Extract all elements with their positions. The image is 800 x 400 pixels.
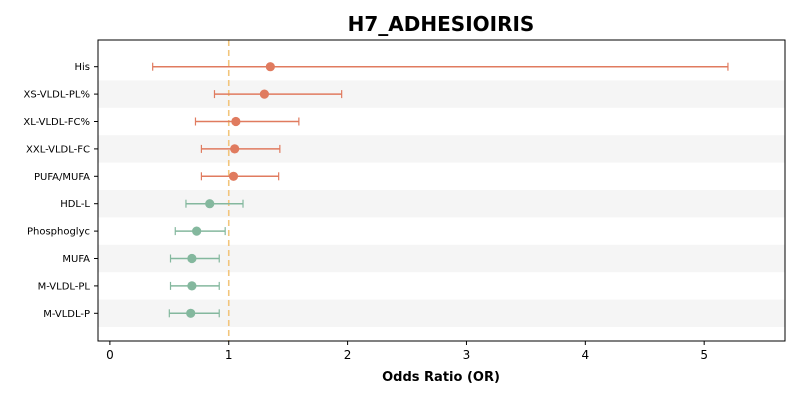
y-tick-label: XL-VLDL-FC%	[23, 117, 90, 128]
or-point	[186, 308, 196, 318]
x-tick-label: 1	[225, 348, 233, 362]
y-tick-label: MUFA	[62, 254, 90, 265]
ci-row	[174, 226, 226, 236]
x-axis: 0 1 2 3 4 5	[106, 341, 708, 362]
y-axis: His XS-VLDL-PL% XL-VLDL-FC% XXL-VLDL-FC PUFA…	[23, 62, 98, 320]
x-tick-label: 3	[463, 348, 471, 362]
y-tick-label: Phosphoglyc	[27, 227, 90, 238]
data-marks	[152, 62, 729, 318]
x-tick-label: 0	[106, 348, 114, 362]
chart-title: H7_ADHESIOIRIS	[348, 12, 535, 36]
ci-row	[200, 144, 281, 154]
plot-frame	[97, 39, 786, 342]
ci-row	[152, 62, 729, 72]
y-tick-label: M-VLDL-PL	[38, 281, 91, 292]
row-band	[98, 80, 785, 108]
y-tick-label: His	[74, 62, 90, 73]
or-point	[230, 144, 240, 154]
or-point	[187, 281, 197, 291]
x-tick-label: 5	[700, 348, 708, 362]
ci-row	[194, 116, 300, 127]
or-point	[228, 171, 239, 181]
ci-row	[169, 281, 220, 291]
or-point	[205, 199, 215, 209]
x-tick-label: 2	[344, 348, 352, 362]
or-point	[259, 89, 270, 99]
ci-row	[213, 89, 343, 99]
y-tick-label: HDL-L	[60, 199, 90, 210]
ci-row	[185, 199, 244, 209]
y-tick-label: PUFA/MUFA	[34, 172, 90, 183]
or-point	[265, 62, 275, 72]
or-point	[192, 226, 202, 236]
or-point	[231, 116, 241, 127]
ci-row	[200, 171, 280, 181]
ci-row	[168, 308, 220, 318]
or-point	[187, 253, 197, 264]
ci-row	[169, 253, 220, 264]
y-tick-label: M-VLDL-P	[43, 309, 90, 320]
x-tick-label: 4	[581, 348, 589, 362]
y-tick-label: XXL-VLDL-FC	[26, 144, 90, 155]
y-tick-label: XS-VLDL-PL%	[24, 90, 90, 101]
x-axis-label: Odds Ratio (OR)	[382, 370, 500, 385]
